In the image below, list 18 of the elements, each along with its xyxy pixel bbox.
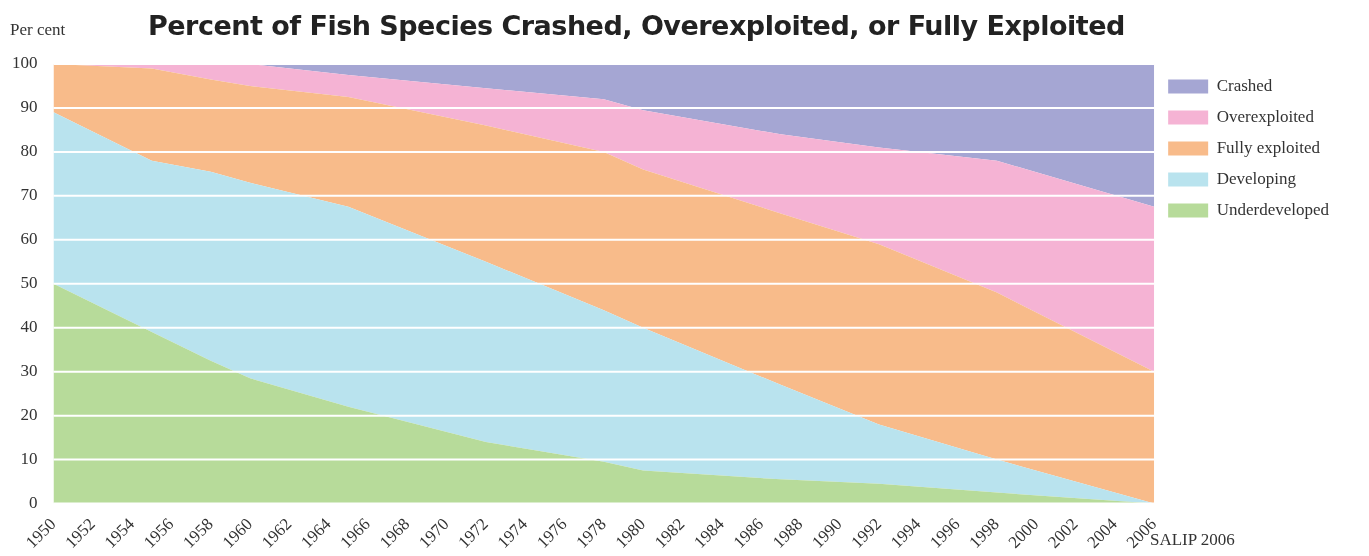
y-tick-label: 100 — [12, 53, 38, 73]
chart-title: Percent of Fish Species Crashed, Overexploited, or Fully Exploited — [148, 10, 1125, 41]
y-tick-label: 60 — [20, 229, 38, 249]
y-axis-title: Per cent — [10, 20, 66, 40]
legend-label: Underdeveloped — [1216, 199, 1330, 219]
y-tick-label: 10 — [20, 449, 38, 469]
legend-label: Fully exploited — [1216, 137, 1321, 157]
y-tick-label: 50 — [20, 273, 38, 293]
y-tick-label: 0 — [29, 493, 38, 512]
legend-label: Crashed — [1216, 75, 1273, 95]
y-tick-label: 70 — [20, 185, 38, 205]
y-tick-label: 80 — [20, 141, 38, 161]
legend-label: Developing — [1216, 168, 1297, 188]
y-tick-label: 90 — [20, 97, 38, 117]
y-tick-label: 30 — [20, 361, 38, 381]
y-tick-label: 40 — [20, 317, 38, 337]
y-tick-label: 20 — [20, 405, 38, 425]
legend-label: Overexploited — [1216, 106, 1315, 126]
